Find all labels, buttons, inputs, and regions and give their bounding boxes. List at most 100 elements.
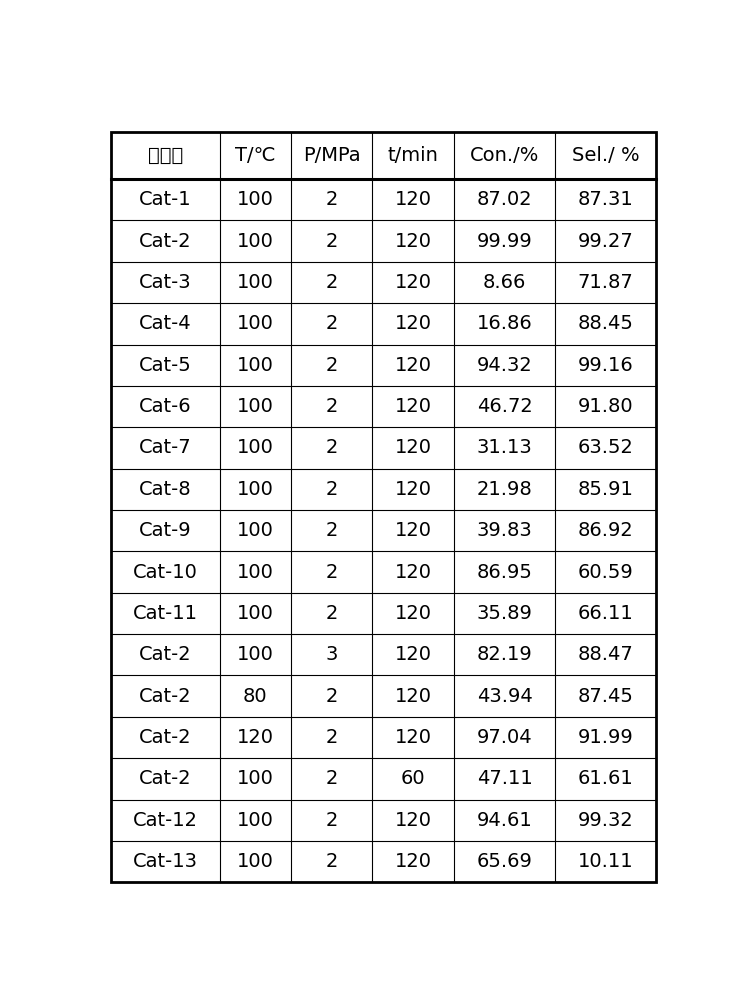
Text: 120: 120	[395, 397, 432, 416]
Text: 99.16: 99.16	[577, 356, 634, 375]
Text: 97.04: 97.04	[476, 728, 533, 747]
Text: 100: 100	[237, 438, 274, 457]
Text: Cat-2: Cat-2	[139, 645, 191, 664]
Text: 2: 2	[325, 769, 338, 788]
Text: Cat-9: Cat-9	[139, 521, 191, 540]
Text: 87.31: 87.31	[577, 190, 634, 209]
Text: 100: 100	[237, 769, 274, 788]
Text: 2: 2	[325, 232, 338, 251]
Text: 100: 100	[237, 314, 274, 333]
Text: 2: 2	[325, 521, 338, 540]
Text: 60.59: 60.59	[577, 563, 634, 582]
Text: Cat-11: Cat-11	[133, 604, 198, 623]
Text: 100: 100	[237, 645, 274, 664]
Text: 47.11: 47.11	[476, 769, 533, 788]
Text: Cat-5: Cat-5	[139, 356, 191, 375]
Text: 120: 120	[395, 480, 432, 499]
Text: P/MPa: P/MPa	[303, 146, 361, 165]
Text: 100: 100	[237, 521, 274, 540]
Text: 100: 100	[237, 397, 274, 416]
Text: 94.32: 94.32	[476, 356, 533, 375]
Text: 99.27: 99.27	[577, 232, 634, 251]
Text: 31.13: 31.13	[476, 438, 533, 457]
Text: 120: 120	[237, 728, 274, 747]
Text: 120: 120	[395, 438, 432, 457]
Text: 65.69: 65.69	[476, 852, 533, 871]
Text: 80: 80	[243, 687, 268, 706]
Text: 2: 2	[325, 356, 338, 375]
Text: 120: 120	[395, 728, 432, 747]
Text: Cat-7: Cat-7	[139, 438, 191, 457]
Text: 87.02: 87.02	[476, 190, 533, 209]
Text: 100: 100	[237, 190, 274, 209]
Text: Cat-4: Cat-4	[139, 314, 191, 333]
Text: 46.72: 46.72	[476, 397, 533, 416]
Text: 99.32: 99.32	[577, 811, 634, 830]
Text: 2: 2	[325, 687, 338, 706]
Text: 60: 60	[401, 769, 426, 788]
Text: 88.47: 88.47	[577, 645, 634, 664]
Text: 100: 100	[237, 563, 274, 582]
Text: 120: 120	[395, 852, 432, 871]
Text: 120: 120	[395, 645, 432, 664]
Text: Cat-10: Cat-10	[133, 563, 197, 582]
Text: 66.11: 66.11	[577, 604, 634, 623]
Text: 100: 100	[237, 356, 274, 375]
Text: Cat-13: Cat-13	[133, 852, 198, 871]
Text: 39.83: 39.83	[476, 521, 533, 540]
Text: 2: 2	[325, 811, 338, 830]
Text: 86.92: 86.92	[577, 521, 634, 540]
Text: 2: 2	[325, 728, 338, 747]
Text: 16.86: 16.86	[476, 314, 533, 333]
Text: 2: 2	[325, 438, 338, 457]
Text: Cat-2: Cat-2	[139, 728, 191, 747]
Text: 86.95: 86.95	[476, 563, 533, 582]
Text: 120: 120	[395, 521, 432, 540]
Text: 100: 100	[237, 480, 274, 499]
Text: Cat-6: Cat-6	[139, 397, 191, 416]
Text: 10.11: 10.11	[577, 852, 634, 871]
Text: 99.99: 99.99	[476, 232, 533, 251]
Text: 2: 2	[325, 604, 338, 623]
Text: 87.45: 87.45	[577, 687, 634, 706]
Text: 88.45: 88.45	[577, 314, 634, 333]
Text: 120: 120	[395, 190, 432, 209]
Text: 100: 100	[237, 811, 274, 830]
Text: 100: 100	[237, 273, 274, 292]
Text: Cat-12: Cat-12	[133, 811, 198, 830]
Text: 120: 120	[395, 811, 432, 830]
Text: 100: 100	[237, 852, 274, 871]
Text: 91.99: 91.99	[577, 728, 634, 747]
Text: 2: 2	[325, 273, 338, 292]
Text: 35.89: 35.89	[476, 604, 533, 623]
Text: Cat-2: Cat-2	[139, 769, 191, 788]
Text: 71.87: 71.87	[577, 273, 634, 292]
Text: Cat-2: Cat-2	[139, 687, 191, 706]
Text: 120: 120	[395, 273, 432, 292]
Text: 120: 120	[395, 356, 432, 375]
Text: T/℃: T/℃	[235, 146, 275, 165]
Text: 3: 3	[325, 645, 338, 664]
Text: Cat-3: Cat-3	[139, 273, 191, 292]
Text: Cat-2: Cat-2	[139, 232, 191, 251]
Text: 61.61: 61.61	[577, 769, 634, 788]
Text: 100: 100	[237, 232, 274, 251]
Text: 100: 100	[237, 604, 274, 623]
Text: 2: 2	[325, 563, 338, 582]
Text: Con./%: Con./%	[470, 146, 539, 165]
Text: 82.19: 82.19	[476, 645, 533, 664]
Text: 63.52: 63.52	[577, 438, 634, 457]
Text: 催化剂: 催化剂	[148, 146, 183, 165]
Text: 85.91: 85.91	[577, 480, 634, 499]
Text: 120: 120	[395, 687, 432, 706]
Text: 2: 2	[325, 314, 338, 333]
Text: 120: 120	[395, 563, 432, 582]
Text: 2: 2	[325, 852, 338, 871]
Text: Cat-8: Cat-8	[139, 480, 191, 499]
Text: 43.94: 43.94	[476, 687, 533, 706]
Text: t/min: t/min	[388, 146, 439, 165]
Text: 2: 2	[325, 480, 338, 499]
Text: Sel./ %: Sel./ %	[571, 146, 640, 165]
Text: 94.61: 94.61	[476, 811, 533, 830]
Text: 120: 120	[395, 232, 432, 251]
